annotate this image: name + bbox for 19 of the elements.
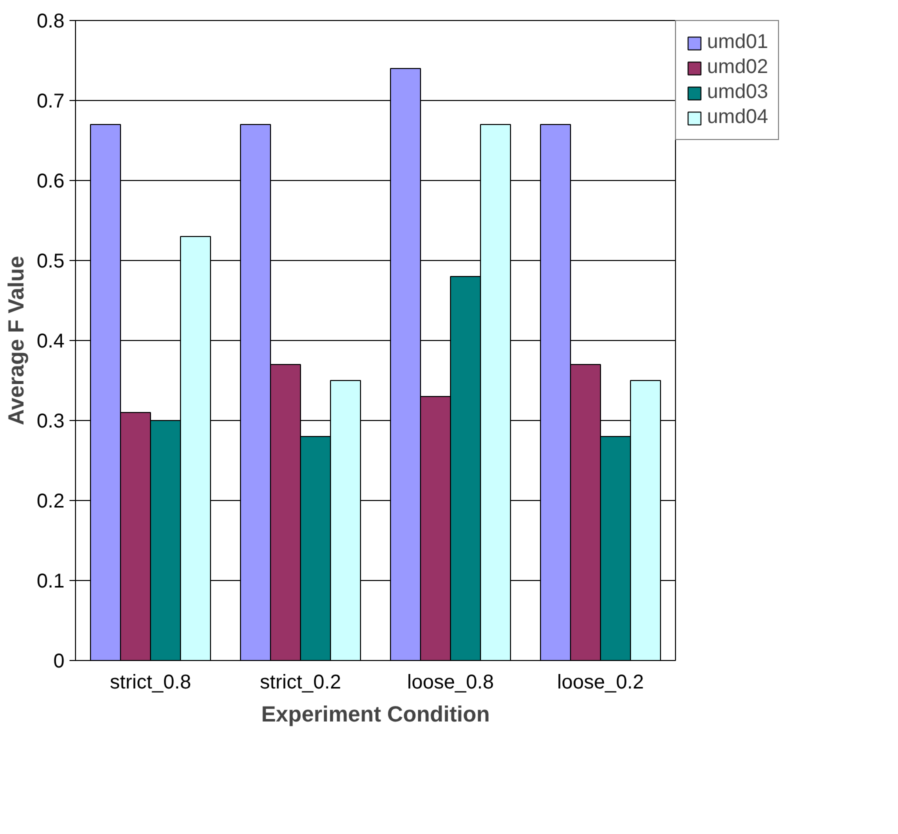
legend-label: umd02 <box>707 56 768 79</box>
x-tick-label: loose_0.2 <box>557 672 644 694</box>
y-tick-label: 0.7 <box>36 90 65 112</box>
y-axis-title: Average F Value <box>4 256 29 426</box>
x-tick-label: strict_0.2 <box>260 672 342 694</box>
legend-label: umd03 <box>707 81 768 104</box>
y-tick-label: 0.8 <box>36 10 65 32</box>
x-tick-label: strict_0.8 <box>110 672 192 694</box>
legend-label: umd04 <box>707 106 768 129</box>
y-tick-label: 0.2 <box>36 490 65 512</box>
y-tick-label: 0.3 <box>36 410 65 432</box>
y-tick-label: 0 <box>53 650 64 672</box>
y-tick-label: 0.6 <box>36 170 65 192</box>
x-tick-label: loose_0.8 <box>407 672 494 694</box>
legend-label: umd01 <box>707 31 768 54</box>
x-axis-title: Experiment Condition <box>261 702 490 726</box>
y-tick-label: 0.1 <box>36 570 65 592</box>
y-tick-label: 0.4 <box>36 330 65 352</box>
y-tick-label: 0.5 <box>36 250 65 272</box>
